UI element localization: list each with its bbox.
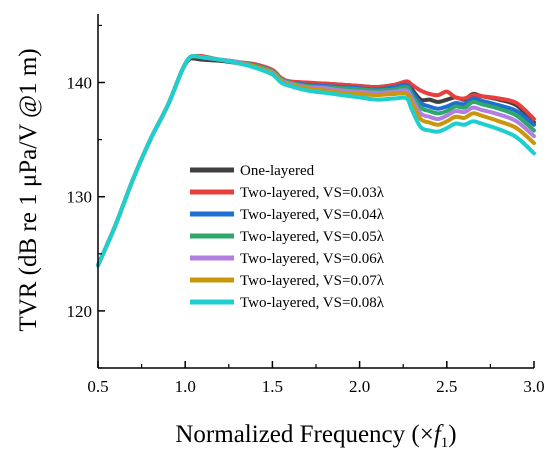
y-tick-label: 130 <box>67 188 93 207</box>
y-axis-title: TVR (dB re 1 μPa/V @1 m) <box>15 48 42 331</box>
x-tick-label: 2.5 <box>436 377 457 396</box>
legend: One-layered Two-layered, VS=0.03λ Two-laye… <box>190 163 385 311</box>
x-axis-title: Normalized Frequency (×f1) <box>175 421 456 450</box>
y-tick-label: 120 <box>67 302 93 321</box>
legend-label-4: Two-layered, VS=0.05λ <box>240 229 385 245</box>
x-tick-label: 0.5 <box>87 377 108 396</box>
x-tick-label: 3.0 <box>523 377 544 396</box>
legend-label-1: One-layered <box>240 163 315 179</box>
legend-label-6: Two-layered, VS=0.07λ <box>240 273 385 289</box>
legend-label-7: Two-layered, VS=0.08λ <box>240 295 385 311</box>
legend-label-3: Two-layered, VS=0.04λ <box>240 207 385 223</box>
x-tick-label: 1.5 <box>262 377 283 396</box>
legend-label-2: Two-layered, VS=0.03λ <box>240 185 385 201</box>
y-tick-label: 140 <box>67 74 93 93</box>
legend-label-5: Two-layered, VS=0.06λ <box>240 251 385 267</box>
series-lines <box>96 53 536 268</box>
series-line-7 <box>96 54 536 268</box>
x-tick-label: 1.0 <box>175 377 196 396</box>
axes: 0.5 1.0 1.5 2.0 2.5 3.0 120 130 140 <box>67 14 545 396</box>
x-tick-label: 2.0 <box>349 377 370 396</box>
